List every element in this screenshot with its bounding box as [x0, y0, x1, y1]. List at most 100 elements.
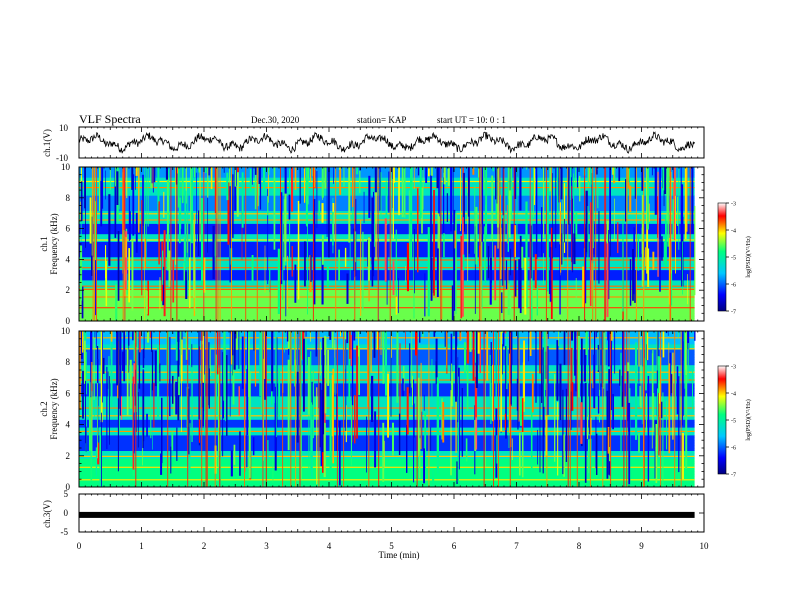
spectrogram-streak	[541, 207, 543, 257]
spectrogram-streak	[271, 331, 274, 392]
spectrogram-streak	[447, 167, 449, 186]
spectrogram-streak	[388, 171, 390, 213]
spectrogram-streak	[191, 167, 193, 244]
spectrogram-streak	[459, 331, 461, 341]
spectrogram-streak	[570, 391, 572, 430]
spectrogram-band	[79, 484, 695, 488]
spectrogram-streak	[320, 341, 321, 376]
spectrogram-streak	[648, 203, 650, 222]
spectrogram-streak	[189, 218, 191, 281]
y-tick-label: 10	[61, 326, 71, 336]
spectrogram-streak	[418, 438, 421, 479]
spectrogram-streak	[89, 382, 91, 451]
spectrogram-streak	[185, 271, 188, 299]
spectrogram-streak	[346, 273, 349, 304]
spectrogram-streak	[267, 167, 269, 203]
spectrogram-streak	[657, 388, 659, 464]
spectrogram-streak	[502, 331, 505, 347]
spectrogram-streak	[611, 331, 613, 341]
spectrogram-streak	[398, 167, 400, 216]
spectrogram-event	[312, 167, 314, 321]
spectrogram-streak	[436, 248, 439, 297]
spectrogram-streak	[645, 331, 647, 391]
spectrogram-streak	[135, 331, 138, 347]
spectrogram-streak	[614, 198, 615, 241]
spectrogram-streak	[294, 331, 296, 387]
spectrogram-event	[280, 167, 281, 321]
spectrogram-streak	[144, 167, 146, 238]
spectrogram-streak	[563, 434, 565, 477]
spectrogram-streak	[502, 167, 504, 216]
spectrogram-streak	[657, 171, 659, 277]
spectrogram-streak	[286, 331, 289, 342]
spectrogram-event	[170, 167, 172, 321]
spectrogram-streak	[439, 216, 440, 295]
spectrogram-event	[215, 167, 217, 321]
spectrogram-streak	[319, 382, 321, 448]
spectrogram-streak	[404, 167, 406, 218]
spectrogram-event	[167, 331, 169, 487]
spectrogram-streak	[345, 339, 347, 431]
spectrogram-streak	[550, 227, 553, 319]
spectrogram-streak	[599, 331, 601, 390]
spectrogram-streak	[193, 167, 196, 178]
y-tick-label: 0	[66, 482, 71, 492]
spectrogram-streak	[685, 331, 687, 375]
spectrogram-streak	[422, 167, 424, 210]
spectrogram-streak	[669, 352, 672, 395]
spectrogram-streak	[466, 364, 469, 411]
spectrogram-streak	[239, 331, 241, 373]
spectrogram-event	[124, 167, 126, 321]
spectrogram-streak	[604, 331, 606, 415]
spectrogram-streak	[506, 331, 508, 390]
spectrogram-streak	[331, 375, 333, 437]
spectrogram-streak	[147, 167, 149, 227]
spectrogram-streak	[313, 199, 316, 305]
spectrogram-streak	[598, 211, 600, 284]
spectrogram-streak	[390, 171, 392, 265]
spectrogram-event	[589, 331, 591, 487]
spectrogram-streak	[607, 331, 609, 341]
spectrogram-streak	[593, 354, 596, 409]
spectrogram-streak	[117, 391, 119, 472]
spectrogram-streak	[446, 193, 448, 222]
spectrogram-streak	[573, 173, 575, 238]
spectrogram-streak	[574, 331, 577, 376]
spectrogram-streak	[207, 167, 209, 198]
spectrogram-band	[79, 453, 695, 457]
spectrogram-streak	[149, 331, 151, 338]
spectrogram-streak	[541, 331, 543, 403]
spectrogram-streak	[187, 193, 189, 297]
spectrogram-streak	[328, 167, 330, 258]
spectrogram-streak	[456, 461, 458, 484]
spectrogram-streak	[117, 231, 120, 301]
spectrogram-streak	[350, 335, 353, 367]
spectrogram-streak	[287, 255, 288, 310]
spectrogram-streak	[223, 331, 225, 401]
spectrogram-streak	[662, 167, 665, 191]
y-tick-label: 10	[61, 162, 71, 172]
spectrogram-streak	[560, 211, 562, 273]
spectrogram-streak	[529, 225, 532, 279]
spectrogram-streak	[167, 331, 170, 380]
spectrogram-band	[79, 476, 695, 480]
spectrogram-streak	[676, 366, 679, 415]
spectrogram-streak	[320, 389, 323, 467]
spectrogram-streak	[154, 350, 157, 387]
ch1-waveform-trace	[78, 131, 695, 154]
ch1-ytick-bottom: -10	[56, 153, 68, 163]
spectrogram-event	[670, 167, 672, 321]
spectrogram-streak	[492, 208, 493, 261]
spectrogram-event	[499, 167, 501, 321]
spectrogram-streak	[472, 167, 475, 169]
spectrogram-streak	[102, 357, 105, 374]
ch2-spec-ylabel-frequency: Frequency (kHz)	[49, 378, 59, 439]
spectrogram-streak	[410, 167, 413, 261]
spectrogram-band	[79, 481, 695, 485]
spectrogram-streak	[556, 340, 559, 401]
spectrogram-streak	[580, 402, 583, 444]
spectrogram-streak	[343, 167, 345, 187]
spectrogram-streak	[236, 167, 239, 217]
spectrogram-streak	[96, 331, 97, 348]
spectrogram-event	[503, 167, 505, 321]
